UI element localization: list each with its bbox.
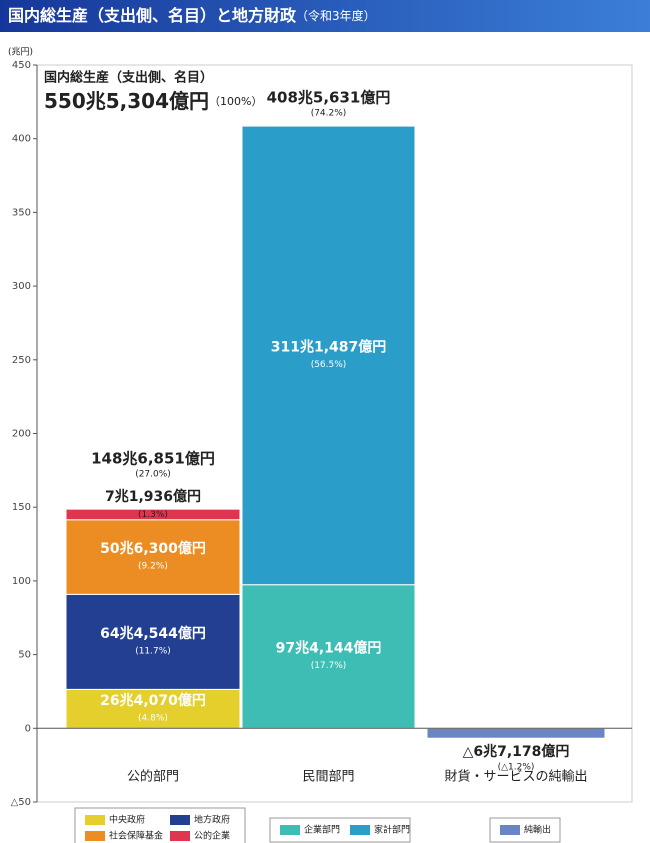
legend-label: 企業部門 — [304, 824, 340, 836]
share-label: (17.7%) — [311, 661, 347, 671]
y-tick-label: 350 — [12, 207, 31, 218]
x-tick-label: 民間部門 — [302, 770, 354, 785]
legend-box — [489, 817, 561, 843]
legend-swatch — [500, 825, 520, 835]
title-bar — [0, 0, 650, 32]
gdp-label: 国内総生産（支出側、名目） — [44, 70, 213, 86]
bar-segment — [426, 727, 606, 739]
bar-segment — [65, 508, 241, 521]
total-share: (27.0%) — [135, 470, 171, 480]
y-tick-label: 400 — [12, 134, 31, 145]
x-tick-label: 公的部門 — [127, 769, 179, 785]
y-tick-label: 450 — [12, 60, 31, 71]
total-label: 148兆6,851億円 — [91, 450, 215, 468]
value-label: 50兆6,300億円 — [100, 540, 206, 557]
legend-label: 中央政府 — [109, 814, 145, 826]
bar-segment — [241, 125, 416, 586]
legend-swatch — [85, 815, 105, 825]
value-label: 7兆1,936億円 — [105, 488, 201, 505]
value-label: 311兆1,487億円 — [271, 338, 387, 355]
bar-segment — [241, 584, 416, 729]
y-tick-label: 200 — [12, 429, 31, 440]
legend-label: 地方政府 — [194, 814, 230, 826]
legend-box — [74, 807, 246, 843]
y-tick-label: 50 — [18, 650, 31, 661]
y-tick-label: △50 — [11, 797, 31, 808]
y-tick-label: 100 — [12, 576, 31, 587]
share-label: (1.3%) — [138, 510, 168, 520]
share-label: (56.5%) — [311, 360, 347, 370]
gdp-value: 550兆5,304億円（100%） — [44, 89, 262, 113]
gdp-share: （100%） — [209, 95, 262, 108]
gdp-value-label: 550兆5,304億円 — [44, 89, 209, 113]
value-label: 97兆4,144億円 — [276, 640, 382, 657]
share-label: (4.8%) — [138, 713, 168, 723]
y-axis-label: (兆円) — [8, 47, 33, 58]
value-label: 26兆4,070億円 — [100, 692, 206, 709]
legend-label: 純輸出 — [524, 824, 551, 836]
total-label: 408兆5,631億円 — [267, 89, 391, 107]
share-label: (9.2%) — [138, 562, 168, 572]
share-label: (△1.2%) — [498, 763, 535, 773]
legend-label: 家計部門 — [374, 824, 410, 836]
legend-box — [269, 817, 411, 843]
y-tick-label: 150 — [12, 502, 31, 513]
x-tick-label: 財貨・サービスの純輸出 — [444, 769, 587, 785]
title: 国内総生産（支出側、名目）と地方財政 — [8, 6, 297, 25]
legend-swatch — [280, 825, 300, 835]
chart-title: 国内総生産（支出側、名目）と地方財政（令和3年度） — [8, 6, 376, 25]
legend-label: 社会保障基金 — [109, 830, 163, 842]
legend-swatch — [170, 831, 190, 841]
subtitle: （令和3年度） — [296, 8, 376, 23]
y-tick-label: 300 — [12, 281, 31, 292]
y-tick-label: 0 — [25, 723, 31, 734]
legend-swatch — [170, 815, 190, 825]
value-label: △6兆7,178億円 — [463, 743, 570, 760]
value-label: 64兆4,544億円 — [100, 625, 206, 642]
share-label: (11.7%) — [135, 646, 171, 656]
y-tick-label: 250 — [12, 355, 31, 366]
legend-label: 公的企業 — [194, 830, 230, 842]
total-share: (74.2%) — [311, 109, 347, 119]
legend-swatch — [85, 831, 105, 841]
legend-swatch — [350, 825, 370, 835]
